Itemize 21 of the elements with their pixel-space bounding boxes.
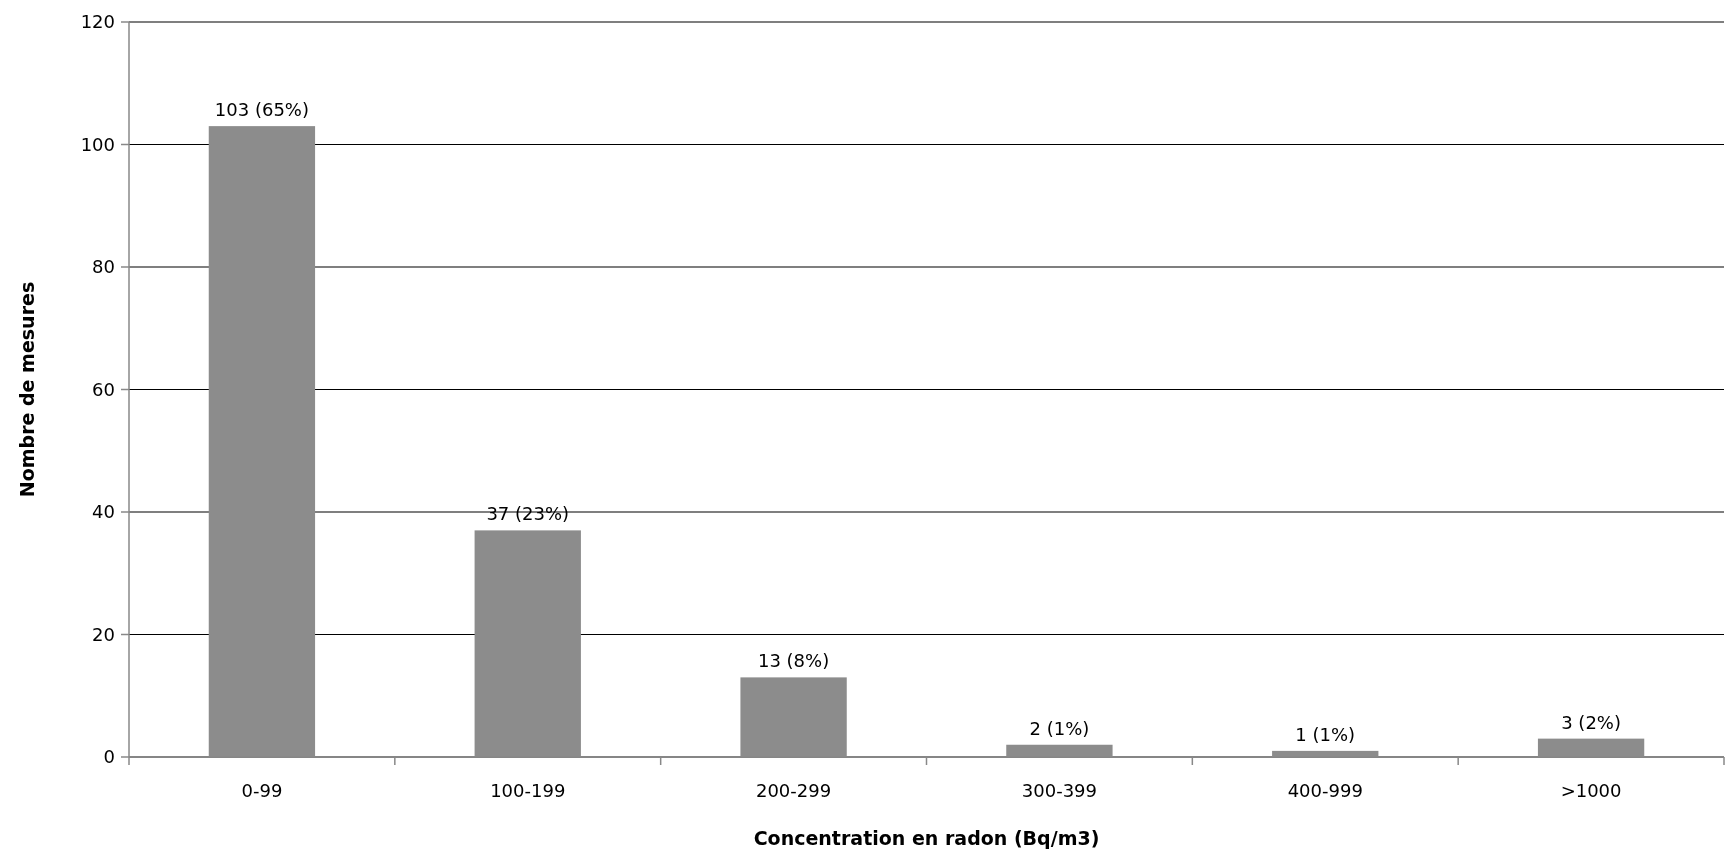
x-tick-label: 100-199 xyxy=(490,780,566,801)
y-tick-label: 40 xyxy=(92,501,115,523)
data-label: 37 (23%) xyxy=(486,503,570,525)
y-tick-label: 20 xyxy=(92,623,115,645)
data-label: 3 (2%) xyxy=(1561,711,1621,733)
y-tick-label: 100 xyxy=(80,133,115,155)
data-label: 1 (1%) xyxy=(1295,723,1356,745)
y-axis-title: Nombre de mesures xyxy=(16,281,38,498)
x-tick-label: 200-299 xyxy=(755,780,832,801)
y-tick-label: 120 xyxy=(80,11,115,33)
data-label: 103 (65%) xyxy=(214,99,309,121)
x-tick-label: 0-99 xyxy=(241,780,283,801)
x-tick-label: 300-399 xyxy=(1021,780,1098,801)
x-tick-label: 400-999 xyxy=(1287,780,1363,801)
y-tick-label: 80 xyxy=(92,256,115,278)
data-label: 13 (8%) xyxy=(757,650,830,672)
y-tick-label: 60 xyxy=(92,378,115,400)
y-tick-label: 0 xyxy=(103,746,115,768)
x-tick-label: >1000 xyxy=(1560,780,1622,801)
data-label: 2 (1%) xyxy=(1029,717,1090,739)
x-axis-title: Concentration en radon (Bq/m3) xyxy=(753,827,1100,849)
